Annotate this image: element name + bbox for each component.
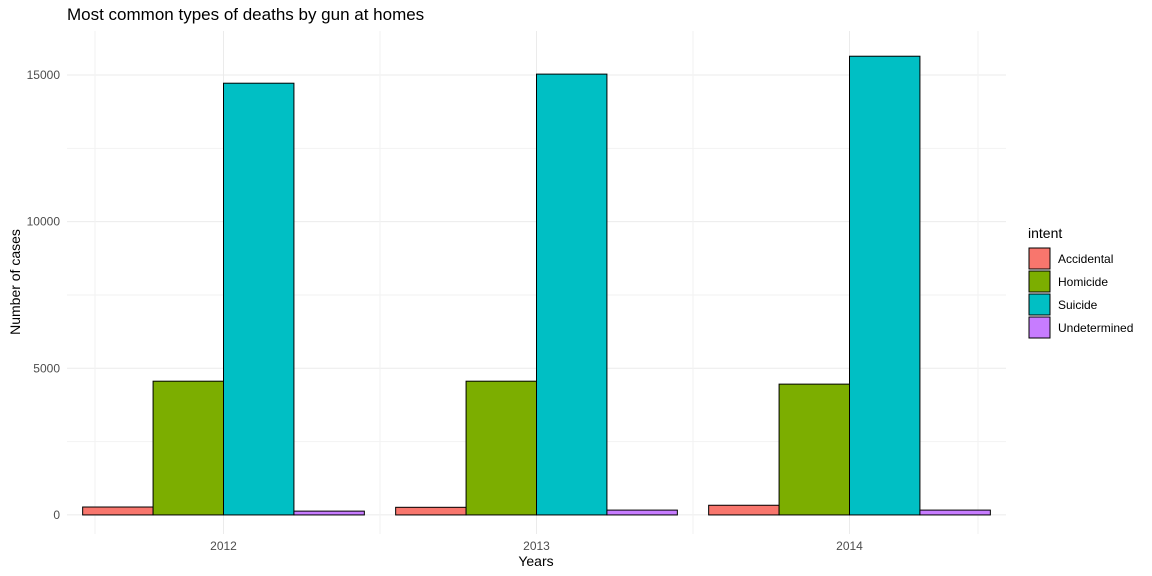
legend-label-suicide: Suicide <box>1058 298 1098 312</box>
legend-label-homicide: Homicide <box>1058 275 1108 289</box>
x-tick-labels: 2012 2013 2014 <box>210 539 863 553</box>
y-tick-labels: 0 5000 10000 15000 <box>27 68 61 522</box>
y-tick-label: 15000 <box>27 68 61 82</box>
legend-label-accidental: Accidental <box>1058 252 1113 266</box>
bar-homicide-2012 <box>152 380 224 516</box>
x-tick-label: 2013 <box>523 539 550 553</box>
legend: Accidental Homicide Suicide Undetermined <box>1028 247 1133 339</box>
legend-key-accidental <box>1028 247 1051 270</box>
chart-title: Most common types of deaths by gun at ho… <box>67 5 425 24</box>
bar-accidental-2012 <box>82 506 154 516</box>
bar-homicide-2013 <box>465 380 538 516</box>
legend-key-homicide <box>1028 270 1051 293</box>
legend-key-undetermined <box>1028 316 1051 339</box>
y-tick-label: 0 <box>53 508 60 522</box>
bars <box>82 55 991 516</box>
y-axis-title: Number of cases <box>7 229 23 335</box>
y-tick-label: 5000 <box>33 361 60 375</box>
bar-undetermined-2012 <box>293 510 365 516</box>
x-axis-title: Years <box>518 553 553 569</box>
bar-accidental-2013 <box>395 506 467 516</box>
bar-undetermined-2013 <box>606 509 678 516</box>
x-tick-label: 2012 <box>210 539 237 553</box>
bar-suicide-2013 <box>536 73 608 516</box>
bar-suicide-2014 <box>849 55 921 516</box>
bar-accidental-2014 <box>708 504 780 516</box>
legend-label-undetermined: Undetermined <box>1058 321 1133 335</box>
bar-suicide-2012 <box>223 82 295 516</box>
legend-key-suicide <box>1028 293 1051 316</box>
bar-undetermined-2014 <box>919 509 991 516</box>
legend-title: intent <box>1028 225 1062 241</box>
y-tick-label: 10000 <box>27 215 61 229</box>
bar-homicide-2014 <box>778 383 851 516</box>
x-tick-label: 2014 <box>836 539 863 553</box>
